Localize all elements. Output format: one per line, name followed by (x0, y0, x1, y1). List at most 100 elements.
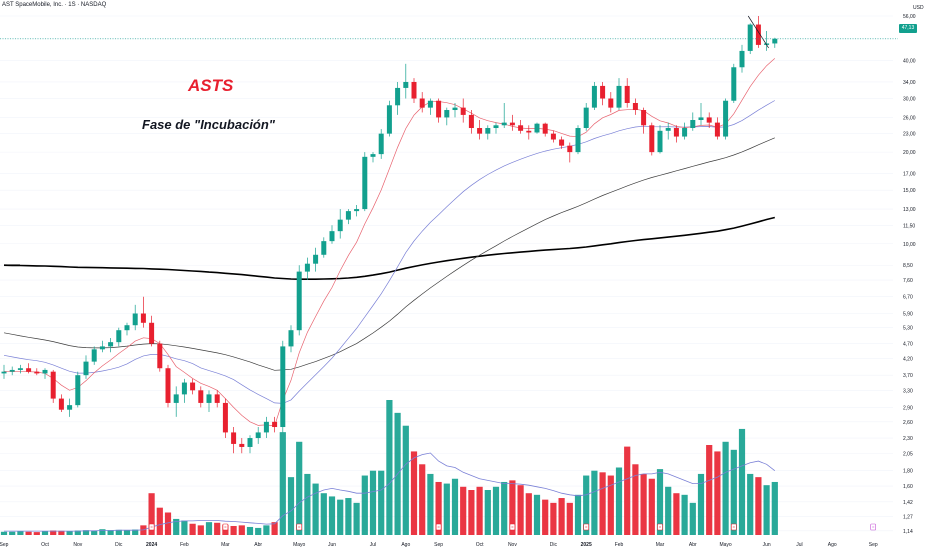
candle-body (329, 231, 335, 242)
candle-body (649, 125, 655, 153)
volume-bar (410, 451, 418, 535)
volume-bar (361, 475, 368, 535)
volume-bar (353, 502, 360, 535)
y-tick-label: 56,00 (903, 14, 916, 20)
candle-body (149, 322, 155, 344)
volume-bar (566, 502, 573, 535)
y-tick-label: 23,00 (903, 132, 916, 138)
y-tick-label: 11,50 (903, 223, 915, 229)
currency-label: USD (913, 5, 924, 11)
y-tick-label: 4,20 (903, 356, 913, 362)
y-tick-label: 34,00 (903, 80, 916, 86)
earnings-markers (148, 523, 877, 531)
candle-body (337, 219, 343, 232)
volume-bar (558, 498, 565, 535)
y-tick-label: 26,00 (903, 115, 916, 121)
candle-body (444, 110, 450, 118)
y-tick-label: 1,80 (903, 468, 913, 474)
candle-body (714, 122, 720, 137)
candle-body (386, 105, 392, 134)
volume-bar (246, 526, 254, 535)
candle-body (214, 394, 220, 403)
x-tick-label: Dic (115, 542, 123, 548)
volume-bar (91, 530, 98, 535)
candle-body (165, 368, 171, 403)
volume-bar (615, 467, 623, 535)
x-tick-label: Oct (41, 542, 49, 548)
candle-body (673, 128, 679, 137)
y-tick-label: 8,50 (903, 263, 913, 269)
volume-bar (238, 525, 245, 535)
y-tick-label: 6,70 (903, 295, 913, 301)
volume-bar (345, 498, 352, 535)
candle-body (362, 156, 368, 210)
volume-bar (591, 470, 598, 535)
volume-bar (304, 473, 311, 535)
volume-bar (509, 480, 516, 535)
volume-bar (164, 512, 172, 535)
candle-body (468, 114, 474, 129)
volume-bar (747, 473, 754, 535)
volume-bar (296, 441, 303, 535)
volume-bar (517, 485, 524, 535)
y-tick-label: 1,14 (903, 529, 913, 535)
candle-body (345, 211, 351, 220)
price-axis: 56,00 40,00 34,00 30,00 26,00 23,00 20,00 17,00… (0, 14, 916, 535)
volume-bar (697, 473, 705, 535)
candle-body (501, 122, 507, 126)
candle-body (173, 394, 179, 403)
candle-body (395, 87, 401, 106)
candle-body (263, 421, 269, 433)
volume-bar (755, 477, 762, 535)
volume-bar (632, 464, 639, 535)
x-tick-label: Abr (689, 542, 697, 548)
volume-bar (115, 529, 122, 535)
x-tick-label: Jul (796, 542, 802, 548)
volume-bar (189, 523, 196, 535)
y-tick-label: 2,60 (903, 420, 913, 426)
volume-bar (156, 507, 163, 535)
candle-body (616, 85, 622, 108)
candle-body (452, 107, 458, 111)
volume-bar (673, 493, 680, 535)
x-tick-label: Mayo (719, 542, 731, 548)
y-tick-label: 1,27 (903, 515, 913, 521)
candle-body (419, 98, 425, 108)
volume-bar (402, 425, 409, 535)
candle-body (116, 330, 122, 343)
volume-bar (271, 522, 278, 535)
volume-average-line (4, 452, 776, 532)
candle-body (682, 128, 688, 137)
candle-body (124, 325, 130, 331)
candle-body (608, 98, 614, 108)
volume-bar (369, 470, 377, 535)
candle-body (26, 368, 32, 372)
volume-bar (624, 446, 631, 535)
volume-bar (599, 472, 606, 535)
volume-bar (0, 531, 8, 535)
candle-body (280, 346, 286, 428)
volume-bar (730, 449, 737, 535)
volume-bar (550, 502, 557, 535)
candle-body (559, 139, 565, 146)
volume-bar (681, 494, 688, 535)
volume-bar (205, 522, 213, 535)
y-tick-label: 3,30 (903, 388, 913, 394)
volume-bar (386, 400, 393, 535)
candle-body (403, 81, 409, 88)
candle-body (641, 110, 647, 126)
y-tick-label: 13,00 (903, 207, 916, 213)
volume-bar (132, 529, 139, 535)
x-tick-label: Sep (434, 542, 443, 548)
candle-body (411, 81, 417, 99)
volume-bar (574, 494, 582, 535)
volume-bar (419, 464, 426, 535)
candle-body (526, 130, 532, 133)
candle-body (296, 271, 302, 331)
chart-title: AST SpaceMobile, Inc. · 1S · NASDAQ (2, 2, 107, 8)
volume-bar (542, 499, 549, 535)
candle-body (427, 100, 433, 108)
candle-body (534, 123, 540, 133)
